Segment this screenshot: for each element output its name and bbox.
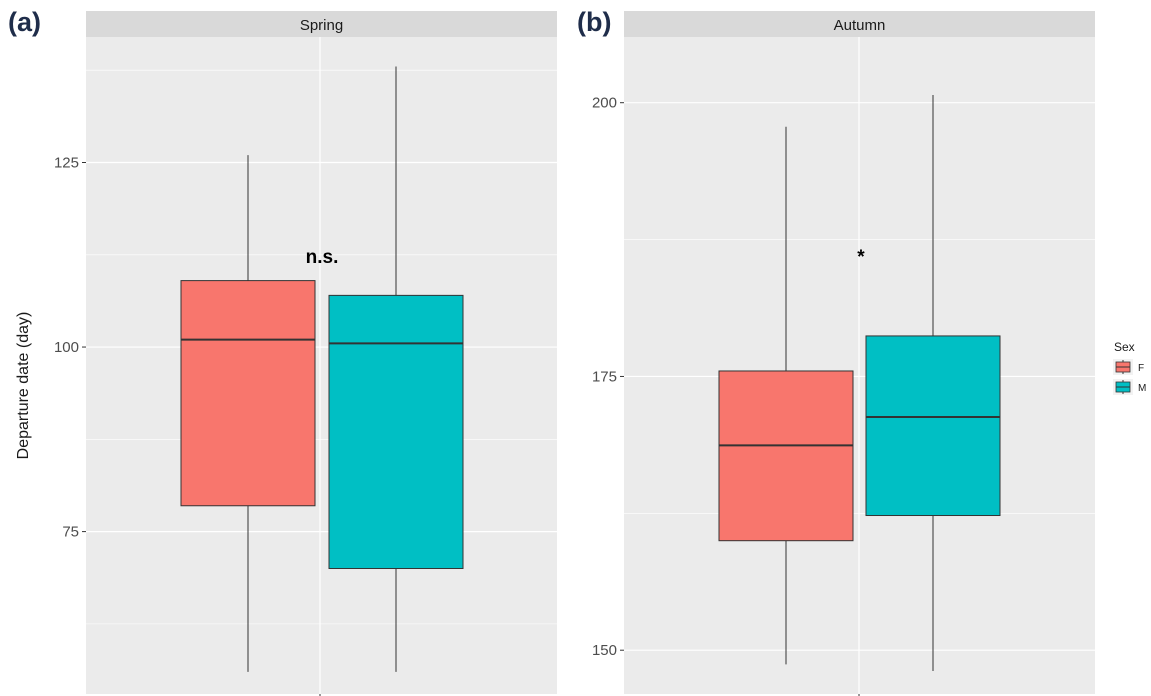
y-tick-label: 175 — [592, 368, 617, 385]
box-f — [718, 126, 854, 665]
panel-background — [86, 37, 557, 694]
box-f — [180, 155, 316, 672]
box-m — [865, 95, 1001, 672]
y-tick-label: 200 — [592, 95, 617, 112]
y-tick-label: 75 — [62, 524, 79, 541]
significance-annotation: n.s. — [306, 247, 339, 268]
facet-strip-label: Autumn — [834, 17, 886, 34]
box-iqr — [865, 335, 1001, 517]
y-tick-label: 100 — [54, 339, 79, 356]
box-iqr — [180, 280, 316, 507]
box-iqr — [718, 370, 854, 542]
legend-title: Sex — [1114, 340, 1135, 354]
box-m — [328, 66, 464, 672]
panel-tag: (a) — [8, 7, 41, 37]
significance-annotation: * — [857, 247, 865, 268]
legend-key-m — [1113, 379, 1133, 395]
y-axis-label: Departure date (day) — [15, 312, 32, 460]
facet-strip — [624, 11, 1095, 37]
panel-tag: (b) — [577, 7, 611, 37]
panel-spring: 75 100 125 Spring (a) Departure date (day) n.s… — [8, 7, 557, 696]
legend-key-f — [1113, 359, 1133, 375]
panel-autumn: 150 175 200 Autumn (b) * — [577, 7, 1095, 696]
facet-strip-label: Spring — [300, 17, 343, 34]
facet-strip — [86, 11, 557, 37]
legend-label: M — [1138, 383, 1146, 394]
y-tick-label: 125 — [54, 154, 79, 171]
box-iqr — [328, 294, 464, 570]
y-tick-label: 150 — [592, 642, 617, 659]
legend-label: F — [1138, 363, 1144, 374]
